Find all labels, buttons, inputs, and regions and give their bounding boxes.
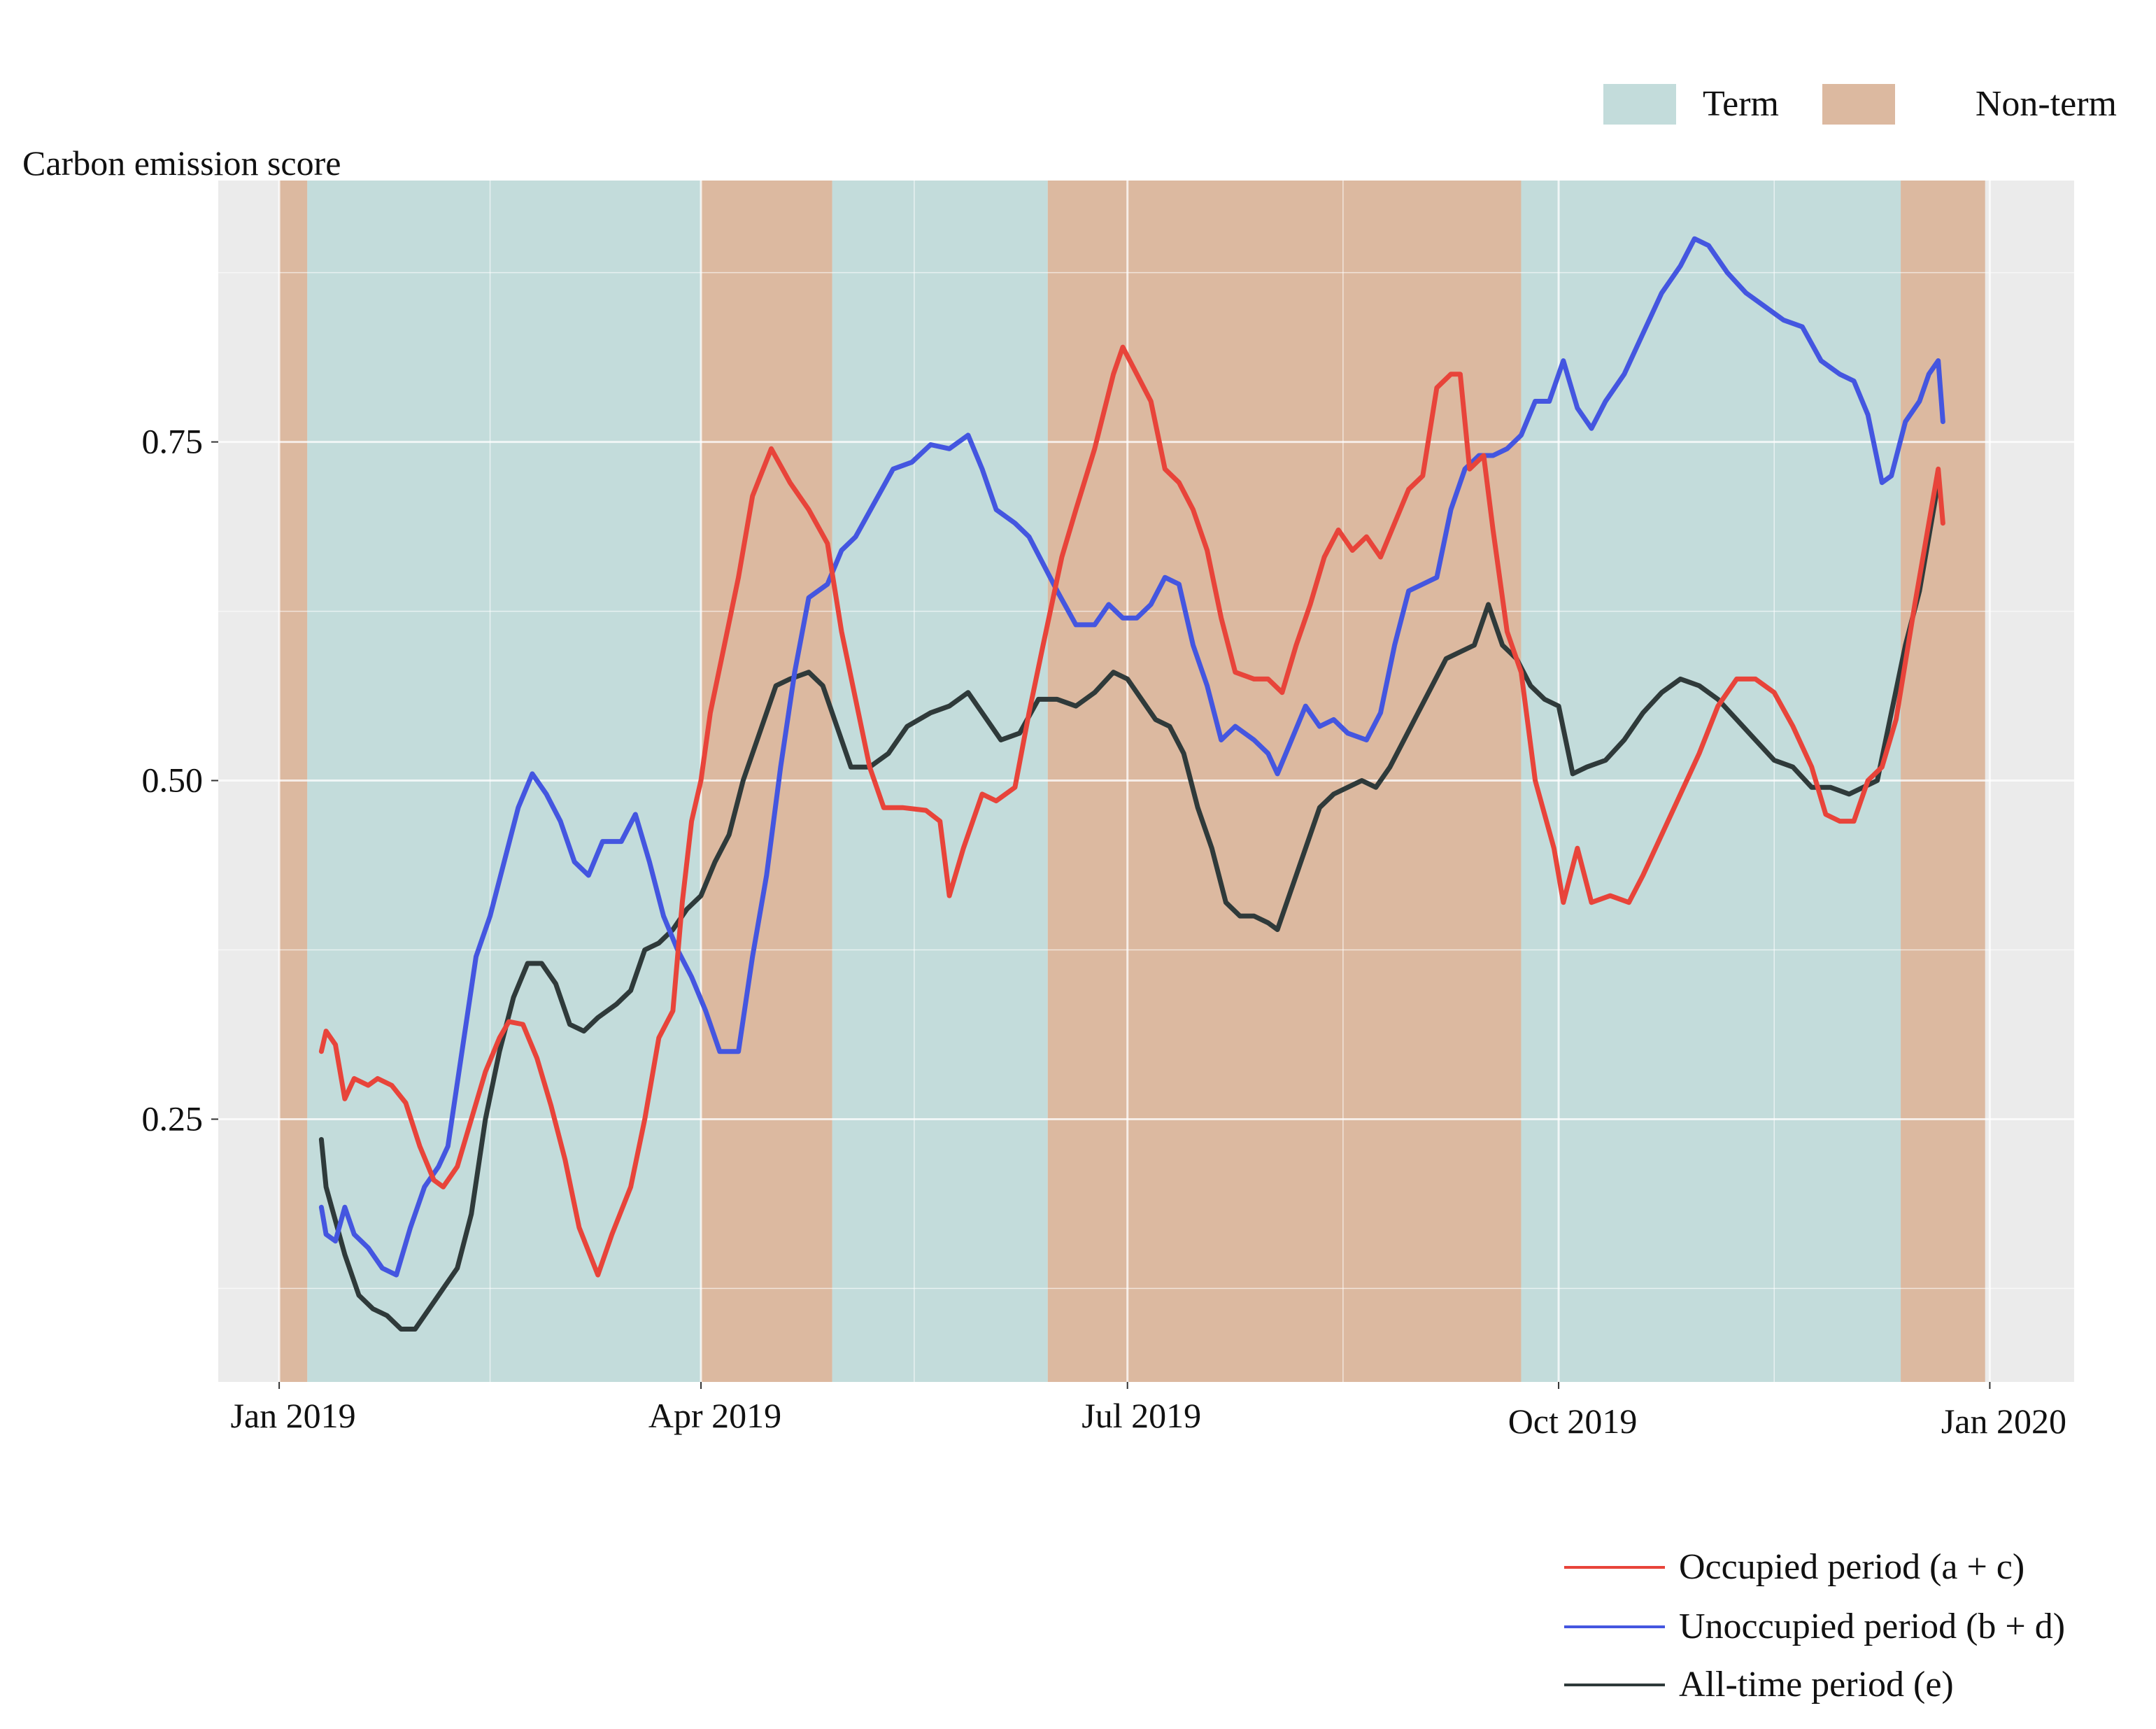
series-legend-label: Unoccupied period (b + d) [1679, 1607, 2065, 1646]
series-legend-label: Occupied period (a + c) [1679, 1547, 2024, 1587]
shading-legend-key [1822, 84, 1895, 125]
axes: 0.25 0.50 0.75 Jan 2019 Apr 2019 Jul 2019 Oct … [142, 422, 2066, 1441]
y-tick-label: 0.75 [142, 422, 204, 461]
series-lines [318, 236, 1945, 1332]
shading-legend-label: Term [1703, 84, 1779, 124]
shading-legend: Term Non-term [1603, 84, 2117, 125]
series-line-3 [318, 480, 1941, 1332]
series-legend: Occupied period (a + c) Unoccupied period… [1564, 1547, 2065, 1705]
shading-legend-key [1603, 84, 1676, 125]
x-tick-label: Jul 2019 [1081, 1396, 1201, 1435]
x-tick-label: Apr 2019 [648, 1396, 781, 1435]
y-tick-label: 0.25 [142, 1099, 204, 1138]
series-line-2 [318, 236, 1945, 1278]
series-legend-label: All-time period (e) [1679, 1665, 1954, 1705]
x-tick-label: Jan 2020 [1941, 1402, 2066, 1441]
y-axis-label: Carbon emission score [22, 143, 341, 183]
shading-legend-label: Non-term [1976, 84, 2117, 124]
x-tick-label: Jan 2019 [231, 1396, 356, 1435]
series-line-1 [318, 344, 1945, 1278]
y-tick-label: 0.50 [142, 761, 204, 800]
x-tick-label: Oct 2019 [1508, 1402, 1638, 1441]
